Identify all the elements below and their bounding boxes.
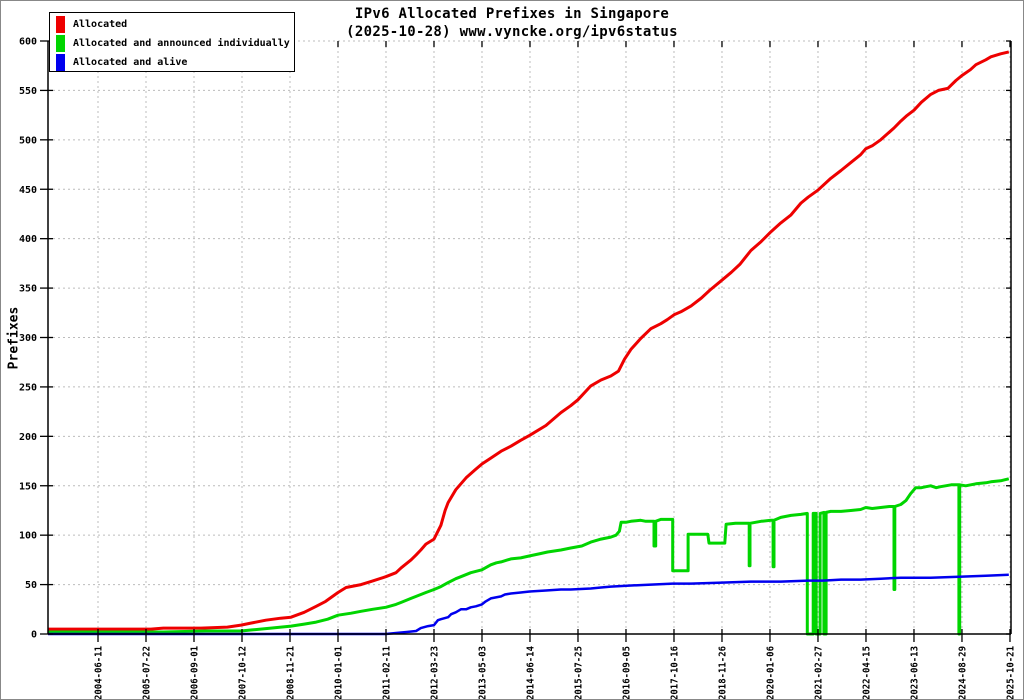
x-tick-label: 2012-03-23 <box>429 646 440 700</box>
x-tick-label: 2024-08-29 <box>957 646 968 700</box>
plot-grid <box>48 40 1011 634</box>
x-tick-label: 2014-06-14 <box>525 646 536 700</box>
x-tick-label: 2021-02-27 <box>813 646 824 700</box>
x-tick-label: 2004-06-11 <box>94 646 105 700</box>
x-tick-label: 2015-07-25 <box>573 646 584 700</box>
x-tick-label: 2010-01-01 <box>333 646 344 700</box>
y-tick-label: 150 <box>19 481 37 492</box>
legend-label: Allocated <box>73 19 128 30</box>
y-tick-label: 250 <box>19 382 37 393</box>
x-tick-label: 2011-02-11 <box>381 646 392 700</box>
y-tick-label: 300 <box>19 333 37 344</box>
chart-title-block: IPv6 Allocated Prefixes in Singapore (20… <box>346 5 678 41</box>
x-tick-label: 2017-10-16 <box>669 646 680 700</box>
x-axis: 2004-06-11 2005-07-22 2006-09-01 2007-10-12… <box>94 41 1016 700</box>
legend-item: Allocated and alive <box>56 53 294 72</box>
y-tick-label: 0 <box>31 630 37 641</box>
legend-label: Allocated and announced individually <box>73 38 290 49</box>
y-tick-label: 600 <box>19 37 37 48</box>
chart-subtitle: (2025-10-28) www.vyncke.org/ipv6status <box>346 24 678 40</box>
chart-title: IPv6 Allocated Prefixes in Singapore <box>354 6 670 22</box>
x-tick-label: 2016-09-05 <box>621 646 632 700</box>
legend-label: Allocated and alive <box>73 57 188 68</box>
x-tick-label: 2013-05-03 <box>477 646 488 700</box>
x-tick-label: 2023-06-13 <box>909 646 920 700</box>
legend-swatch-announced <box>56 35 65 52</box>
x-tick-label: 2005-07-22 <box>142 646 153 700</box>
x-tick-label: 2006-09-01 <box>190 646 201 700</box>
y-tick-label: 400 <box>19 234 37 245</box>
legend-swatch-allocated <box>56 16 65 33</box>
y-tick-label: 100 <box>19 531 37 542</box>
legend-item: Allocated <box>56 15 294 34</box>
x-tick-label: 2018-11-26 <box>717 646 728 700</box>
legend-item: Allocated and announced individually <box>56 34 294 53</box>
y-tick-label: 200 <box>19 432 37 443</box>
y-tick-label: 350 <box>19 284 37 295</box>
x-tick-label: 2008-11-21 <box>285 646 296 700</box>
series-announced <box>48 477 1010 636</box>
y-tick-label: 550 <box>19 86 37 97</box>
y-axis-label: Prefixes <box>6 306 22 370</box>
legend: Allocated Allocated and announced indivi… <box>49 12 295 72</box>
y-tick-label: 500 <box>19 135 37 146</box>
x-tick-label: 2022-04-15 <box>861 646 872 700</box>
x-tick-label: 2007-10-12 <box>238 646 249 700</box>
legend-swatch-alive <box>56 54 65 71</box>
series-alive <box>48 573 1009 636</box>
y-tick-label: 450 <box>19 185 37 196</box>
x-tick-label: 2025-10-21 <box>1005 646 1016 700</box>
x-tick-label: 2020-01-06 <box>765 646 776 700</box>
y-tick-label: 50 <box>25 580 37 591</box>
series-allocated <box>48 50 1010 631</box>
y-axis: 0 50 100 150 200 250 300 350 400 450 500 550 600 <box>19 37 1011 641</box>
